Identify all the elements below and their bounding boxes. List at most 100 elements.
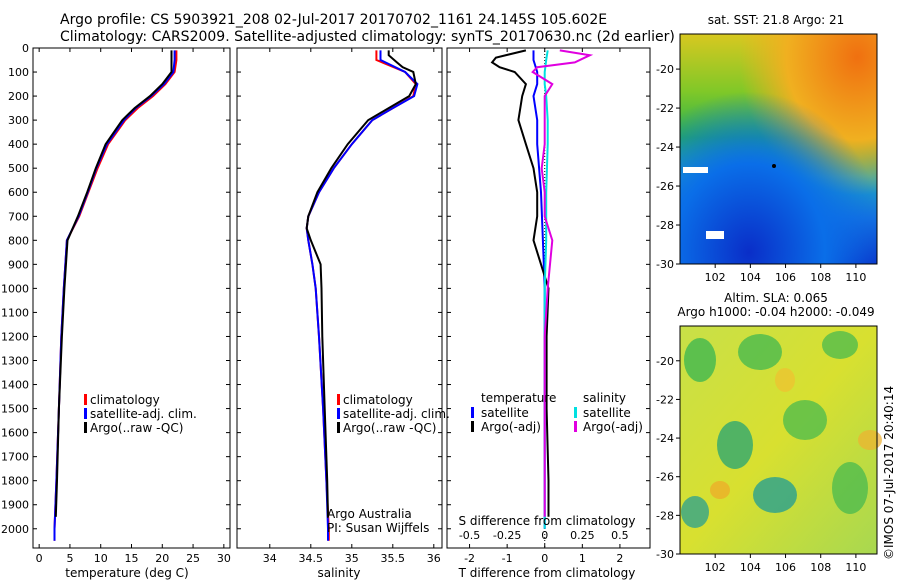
map-y-tick-label: -22 bbox=[656, 102, 674, 115]
legend-label-climatology: climatology bbox=[90, 393, 160, 407]
y-tick-label: 900 bbox=[8, 258, 29, 271]
legend-swatch-s-satellite bbox=[574, 407, 577, 418]
map-y-tick-label: -26 bbox=[656, 471, 674, 484]
legend-swatch-s-argo bbox=[574, 421, 577, 432]
series-line-satellite bbox=[543, 50, 549, 529]
sst-heatmap bbox=[679, 33, 878, 265]
y-tick-label: 1900 bbox=[1, 499, 29, 512]
sst-map-axes: 102 104 106 108 110 -20 -22 -24 -26 -28 -30 bbox=[656, 63, 866, 284]
map-y-tick-label: -24 bbox=[656, 141, 674, 154]
sla-feature-high bbox=[710, 481, 730, 499]
y-tick-label: 1300 bbox=[1, 355, 29, 368]
map-x-tick-label: 104 bbox=[740, 561, 761, 574]
salinity-xlabel: salinity bbox=[317, 566, 360, 580]
salinity-legend: climatology satellite-adj. clim. Argo(..… bbox=[337, 393, 450, 435]
argo-position-marker bbox=[772, 164, 776, 168]
series-line-satellite-adj-clim- bbox=[305, 50, 419, 541]
legend-swatch-climatology bbox=[337, 394, 340, 405]
sst-map-title: sat. SST: 21.8 Argo: 21 bbox=[708, 13, 845, 27]
sla-feature-low bbox=[684, 338, 716, 382]
y-tick-label: 0 bbox=[22, 42, 29, 55]
x-tick-label: 20 bbox=[155, 552, 169, 565]
temperature-panel: 0100200300400500600700800900100011001200… bbox=[1, 42, 231, 565]
difference-xlabel-t: T difference from climatology bbox=[458, 566, 636, 580]
map-y-tick-label: -26 bbox=[656, 180, 674, 193]
map-y-tick-label: -28 bbox=[656, 509, 674, 522]
x-tick-label: -2 bbox=[464, 552, 475, 565]
difference-panel: -2 -1 0 1 2 -0.5 -0.25 0 0.25 0.5 bbox=[447, 47, 650, 565]
series-line-satellite-adj-clim- bbox=[53, 50, 176, 541]
header-title-line1: Argo profile: CS 5903921_208 02-Jul-2017… bbox=[60, 12, 608, 28]
series-line-argo-raw-qc- bbox=[305, 50, 417, 517]
map-x-tick-label: 102 bbox=[705, 271, 726, 284]
salinity-panel: 34 34.5 35 35.5 36 bbox=[237, 47, 442, 565]
y-tick-label: 400 bbox=[8, 138, 29, 151]
legend-swatch-satellite bbox=[84, 408, 87, 419]
x-tick-label: 34.5 bbox=[299, 552, 324, 565]
sla-feature-low bbox=[832, 462, 868, 514]
y-tick-label: 1000 bbox=[1, 282, 29, 295]
sla-feature-low bbox=[738, 334, 782, 370]
series-line-argo-raw-qc- bbox=[54, 50, 173, 517]
sla-map-title: Altim. SLA: 0.065 bbox=[724, 291, 828, 305]
x2-tick-label: 0.25 bbox=[570, 529, 595, 542]
series-line-climatology bbox=[305, 50, 417, 541]
sla-feature-low bbox=[681, 496, 709, 528]
imos-footer: ©IMOS 07-Jul-2017 20:40:14 bbox=[882, 386, 896, 560]
legend-label-satellite: satellite-adj. clim. bbox=[90, 407, 197, 421]
sla-map-subtitle: Argo h1000: -0.04 h2000: -0.049 bbox=[677, 305, 874, 319]
x-tick-label: 34 bbox=[263, 552, 277, 565]
x-tick-label: 35 bbox=[345, 552, 359, 565]
legend-label-satellite: satellite-adj. clim. bbox=[343, 407, 450, 421]
x-tick-label: 15 bbox=[125, 552, 139, 565]
x-tick-label: 2 bbox=[616, 552, 623, 565]
y-tick-label: 800 bbox=[8, 234, 29, 247]
map-y-tick-label: -24 bbox=[656, 432, 674, 445]
x-tick-label: 25 bbox=[186, 552, 200, 565]
map-x-tick-label: 110 bbox=[845, 561, 866, 574]
map-y-tick-label: -22 bbox=[656, 393, 674, 406]
x-tick-label: 0 bbox=[541, 552, 548, 565]
series-line-argo-adj- bbox=[490, 49, 550, 517]
legend-label-s-argo: Argo(-adj) bbox=[583, 420, 643, 434]
y-tick-label: 300 bbox=[8, 114, 29, 127]
legend-swatch-t-satellite bbox=[471, 407, 474, 418]
y-tick-label: 100 bbox=[8, 66, 29, 79]
y-tick-label: 1700 bbox=[1, 451, 29, 464]
legend-label-s-satellite: satellite bbox=[583, 406, 631, 420]
x2-tick-label: 0 bbox=[541, 529, 548, 542]
sst-heatmap-gap bbox=[706, 231, 724, 239]
legend-header-temperature: temperature bbox=[481, 391, 556, 405]
sla-feature-high bbox=[775, 368, 795, 392]
difference-legend: temperature salinity satellite Argo(-adj… bbox=[471, 391, 643, 434]
map-x-tick-label: 110 bbox=[845, 271, 866, 284]
map-x-tick-label: 104 bbox=[740, 271, 761, 284]
legend-label-argo: Argo(..raw -QC) bbox=[90, 421, 183, 435]
sla-feature-low bbox=[783, 400, 827, 440]
y-tick-label: 1800 bbox=[1, 475, 29, 488]
y-tick-label: 1500 bbox=[1, 403, 29, 416]
y-tick-label: 500 bbox=[8, 162, 29, 175]
x2-tick-label: -0.5 bbox=[459, 529, 480, 542]
temperature-legend: climatology satellite-adj. clim. Argo(..… bbox=[84, 393, 197, 435]
y-tick-label: 600 bbox=[8, 186, 29, 199]
sla-heatmap bbox=[679, 325, 882, 555]
x-tick-label: 0 bbox=[36, 552, 43, 565]
difference-xlabel-s: S difference from climatology bbox=[459, 514, 636, 528]
series-line-satellite bbox=[532, 50, 546, 529]
legend-swatch-argo bbox=[84, 422, 87, 433]
sla-map-axes: 102 104 106 108 110 -20 -22 -24 -26 -28 -30 bbox=[656, 355, 866, 574]
sla-feature-high bbox=[858, 430, 882, 450]
y-tick-label: 2000 bbox=[1, 523, 29, 536]
map-x-tick-label: 108 bbox=[810, 561, 831, 574]
legend-swatch-argo bbox=[337, 422, 340, 433]
annotation-argo-australia: Argo Australia bbox=[327, 507, 412, 521]
map-x-tick-label: 108 bbox=[810, 271, 831, 284]
difference-panel-frame bbox=[446, 47, 651, 549]
y-tick-label: 1100 bbox=[1, 306, 29, 319]
series-line-climatology bbox=[53, 50, 178, 541]
sla-map-frame bbox=[679, 325, 878, 555]
y-tick-label: 200 bbox=[8, 90, 29, 103]
sla-feature-low bbox=[753, 477, 797, 513]
